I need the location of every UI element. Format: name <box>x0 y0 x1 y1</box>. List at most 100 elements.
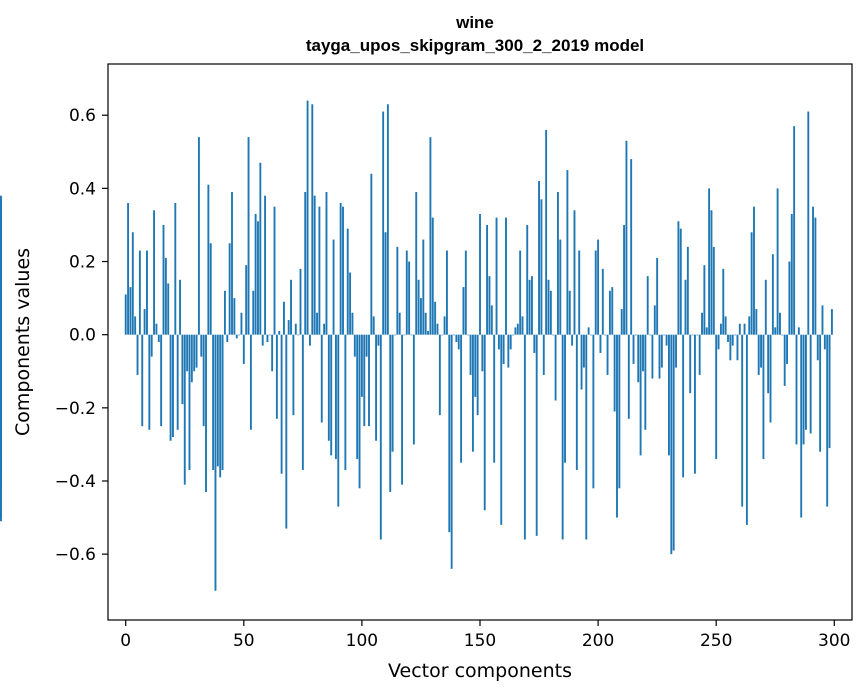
bar-157 <box>495 217 498 335</box>
bar-141 <box>457 334 460 350</box>
bar-214 <box>630 159 633 335</box>
bar-172 <box>531 276 533 335</box>
bar-191 <box>575 334 578 471</box>
bar-92 <box>342 206 344 335</box>
bar-159 <box>500 334 503 525</box>
bar-68 <box>285 334 288 529</box>
bar-139 <box>453 334 455 336</box>
bar-287 <box>802 334 805 445</box>
bar-289 <box>807 111 810 335</box>
y-tick-label: 0.0 <box>69 326 96 346</box>
bar-298 <box>828 334 831 449</box>
bar-95 <box>349 272 352 335</box>
bar-193 <box>580 334 583 390</box>
bar-245 <box>703 265 706 335</box>
bar-9 <box>146 250 148 335</box>
bar-79 <box>311 104 314 335</box>
bar-0 <box>124 294 127 335</box>
bar-42 <box>223 290 226 335</box>
bar-198 <box>592 334 595 489</box>
bar-269 <box>760 334 763 368</box>
x-tick-label: 100 <box>346 631 378 651</box>
bar-258 <box>734 334 737 336</box>
chart-title-line2: tayga_upos_skipgram_300_2_2019 model <box>306 36 644 55</box>
bar-50 <box>242 334 245 364</box>
bar-297 <box>826 334 829 507</box>
bar-158 <box>497 334 500 350</box>
bar-140 <box>455 334 458 342</box>
bar-115 <box>396 246 399 335</box>
bar-137 <box>448 334 451 533</box>
bar-88 <box>332 239 335 335</box>
bar-150 <box>479 213 481 335</box>
bar-47 <box>235 334 238 339</box>
bar-148 <box>474 334 477 397</box>
bar-7 <box>141 334 144 427</box>
bar-243 <box>698 334 701 375</box>
bar-59 <box>264 195 267 335</box>
bar-132 <box>436 323 439 335</box>
bar-114 <box>394 334 396 336</box>
bar-244 <box>701 312 703 335</box>
bar-83 <box>320 334 323 423</box>
bar-149 <box>476 334 479 416</box>
bar-71 <box>292 334 295 416</box>
bar-253 <box>722 268 725 335</box>
bar-156 <box>493 334 496 463</box>
bar-69 <box>287 320 290 335</box>
bar-94 <box>346 228 349 335</box>
bar-34 <box>205 334 207 492</box>
bar-109 <box>382 111 385 335</box>
bar-41 <box>221 334 224 471</box>
bar-183 <box>557 192 559 335</box>
bar-49 <box>240 312 243 335</box>
bar-91 <box>339 203 342 335</box>
bar-24 <box>181 334 184 405</box>
bar-174 <box>535 334 538 536</box>
bar-118 <box>403 334 406 336</box>
bar-291 <box>812 206 814 335</box>
bar-143 <box>462 287 465 335</box>
bar-177 <box>542 334 545 375</box>
bar-113 <box>391 334 394 452</box>
bar-73 <box>297 334 300 336</box>
bar-259 <box>736 334 739 361</box>
bar-130 <box>431 217 434 335</box>
bar-85 <box>325 192 328 335</box>
bar-89 <box>334 334 337 460</box>
bar-221 <box>646 276 649 335</box>
bar-90 <box>337 334 340 507</box>
bar-278 <box>781 334 784 336</box>
bar-292 <box>814 217 817 335</box>
bar-261 <box>741 334 744 507</box>
bar-30 <box>195 334 198 368</box>
bar-282 <box>790 213 793 335</box>
bar-76 <box>304 192 307 335</box>
bar-215 <box>632 334 635 364</box>
bar-129 <box>429 137 432 335</box>
bar-101 <box>363 334 366 427</box>
bar-295 <box>821 305 824 335</box>
y-tick-label: −0.4 <box>55 472 96 492</box>
bar-62 <box>271 334 274 372</box>
bar-96 <box>351 312 354 335</box>
bar-126 <box>422 239 425 335</box>
bar-26 <box>186 334 189 372</box>
bar-208 <box>616 334 618 518</box>
bar-206 <box>611 287 614 335</box>
bar-204 <box>606 334 609 375</box>
bar-128 <box>427 331 429 335</box>
bar-293 <box>816 334 819 361</box>
bar-209 <box>618 334 621 489</box>
bar-57 <box>259 162 262 335</box>
bar-28 <box>190 334 193 383</box>
bar-236 <box>682 334 685 478</box>
bar-178 <box>545 129 548 335</box>
bar-284 <box>795 334 798 445</box>
bar-31 <box>197 137 200 335</box>
bar-84 <box>323 323 326 335</box>
bar-205 <box>608 290 611 335</box>
bar-22 <box>176 334 179 430</box>
bar-35 <box>207 184 210 335</box>
bar-155 <box>490 305 493 335</box>
